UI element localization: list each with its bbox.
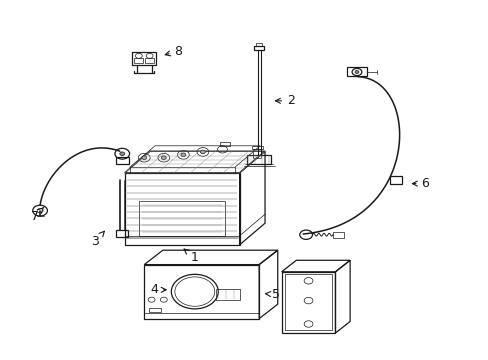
- Circle shape: [142, 156, 146, 159]
- Bar: [220, 142, 229, 146]
- Text: 4: 4: [150, 283, 166, 296]
- Bar: [145, 58, 154, 63]
- Bar: [346, 67, 366, 76]
- Bar: [116, 230, 128, 237]
- Text: 1: 1: [183, 249, 198, 264]
- Bar: [251, 146, 263, 149]
- Bar: [332, 232, 343, 238]
- Circle shape: [120, 152, 124, 156]
- Text: 8: 8: [165, 45, 182, 58]
- Circle shape: [354, 71, 358, 73]
- Bar: [246, 155, 271, 164]
- Circle shape: [181, 153, 185, 157]
- Text: 3: 3: [91, 231, 104, 248]
- Bar: [139, 201, 224, 236]
- Bar: [215, 289, 240, 300]
- Bar: [149, 308, 161, 312]
- Text: 7: 7: [31, 207, 44, 222]
- Text: 5: 5: [265, 288, 280, 301]
- Bar: [134, 58, 143, 63]
- Bar: [285, 274, 331, 330]
- Bar: [116, 157, 128, 164]
- Bar: [256, 43, 262, 46]
- Bar: [254, 46, 264, 50]
- Text: 2: 2: [275, 94, 294, 107]
- Circle shape: [161, 156, 166, 159]
- Circle shape: [200, 150, 205, 154]
- Text: 6: 6: [411, 177, 428, 190]
- Bar: [253, 149, 261, 158]
- Bar: [132, 52, 156, 65]
- Bar: [389, 176, 401, 184]
